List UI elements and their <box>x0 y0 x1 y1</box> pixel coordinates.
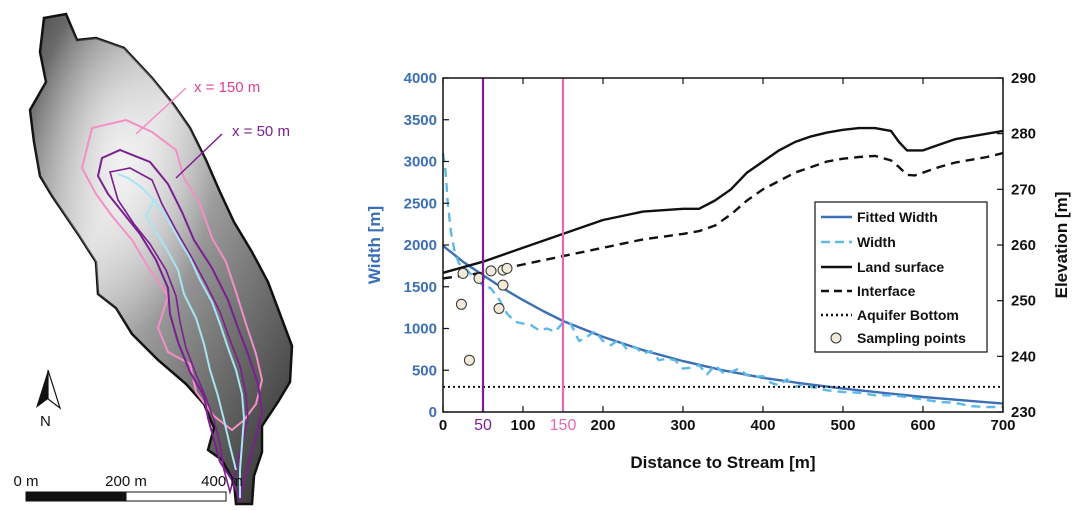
sampling-point-1 <box>457 267 469 279</box>
y-left-tick-label-3000: 3000 <box>404 154 437 171</box>
x50-leader-line <box>175 133 223 179</box>
series-layer <box>441 126 1004 409</box>
contour-50m <box>96 148 264 504</box>
scale-bar-black-segment <box>25 491 127 502</box>
x-tick-label-400: 400 <box>750 417 775 434</box>
sampling-point-8 <box>497 279 509 291</box>
x150-label: x = 150 m <box>194 79 260 96</box>
y-right-axis-title: Elevation [m] <box>1052 192 1071 299</box>
series-interface-line <box>442 151 1004 280</box>
marker-label-150: 150 <box>550 417 577 434</box>
north-arrow-icon <box>36 369 62 410</box>
legend-label-aquifer-bottom: Aquifer Bottom <box>857 307 959 323</box>
tick-layer: 50 1500 100 200 300 400 500 600 7000500100015002… <box>404 70 1036 434</box>
y-left-axis-title: Width [m] <box>365 206 384 284</box>
legend-label-fitted-width: Fitted Width <box>857 209 938 225</box>
x-tick-label-100: 100 <box>510 417 535 434</box>
width-elevation-chart: 50 1500 100 200 300 400 500 600 7000500100015002… <box>365 70 1071 472</box>
legend-swatch-sampling-points <box>830 332 842 344</box>
x-tick-label-700: 700 <box>990 417 1015 434</box>
y-left-tick-label-4000: 4000 <box>404 70 437 87</box>
x-tick-label-300: 300 <box>670 417 695 434</box>
scale-tick-0: 0 m <box>13 473 38 490</box>
catchment-map: x = 150 m x = 50 m N 0 m 200 m 400 m <box>13 12 294 506</box>
scale-bar-white-segment <box>125 491 227 502</box>
sampling-point-7 <box>501 262 513 274</box>
y-left-tick-label-2000: 2000 <box>404 237 437 254</box>
legend-label-sampling-points: Sampling points <box>857 330 966 346</box>
x-tick-label-200: 200 <box>590 417 615 434</box>
marker-label-50: 50 <box>474 417 492 434</box>
x150-leader-line <box>135 87 187 135</box>
x50-label: x = 50 m <box>232 123 290 140</box>
y-left-tick-label-500: 500 <box>412 362 437 379</box>
y-left-tick-label-3500: 3500 <box>404 112 437 129</box>
sampling-point-2 <box>455 298 467 310</box>
legend: Fitted Width Width Land surface Interfac… <box>814 201 988 353</box>
marker-layer <box>481 78 565 412</box>
sampling-point-9 <box>463 354 475 366</box>
x-axis-title: Distance to Stream [m] <box>630 453 815 472</box>
catchment-relief-highlight <box>30 14 292 504</box>
y-right-tick-label-290: 290 <box>1011 70 1036 87</box>
y-left-tick-label-0: 0 <box>429 404 437 421</box>
y-right-tick-label-240: 240 <box>1011 348 1036 365</box>
legend-label-width: Width <box>857 234 896 250</box>
scale-tick-400: 400 m <box>201 473 243 490</box>
y-right-tick-label-230: 230 <box>1011 404 1036 421</box>
scale-bar: 0 m 200 m 400 m <box>13 473 243 502</box>
sampling-point-4 <box>485 265 497 277</box>
x-tick-label-0: 0 <box>439 417 447 434</box>
north-label: N <box>40 413 51 430</box>
legend-label-interface: Interface <box>857 283 916 299</box>
legend-box <box>814 201 988 353</box>
y-right-tick-label-260: 260 <box>1011 237 1036 254</box>
contour-50m-inner <box>108 167 249 496</box>
y-left-tick-label-2500: 2500 <box>404 195 437 212</box>
y-right-tick-label-270: 270 <box>1011 181 1036 198</box>
y-left-tick-label-1500: 1500 <box>404 279 437 296</box>
y-right-tick-label-280: 280 <box>1011 126 1036 143</box>
x-tick-label-500: 500 <box>830 417 855 434</box>
x-tick-label-600: 600 <box>910 417 935 434</box>
series-width-line <box>441 152 1003 409</box>
series-land-surface-line <box>442 126 1004 274</box>
sampling-point-6 <box>493 303 505 314</box>
y-left-tick-label-1000: 1000 <box>404 321 437 338</box>
y-right-tick-label-250: 250 <box>1011 293 1036 310</box>
scale-tick-200: 200 m <box>105 473 147 490</box>
legend-label-land-surface: Land surface <box>857 259 944 275</box>
stream-network <box>117 173 246 498</box>
